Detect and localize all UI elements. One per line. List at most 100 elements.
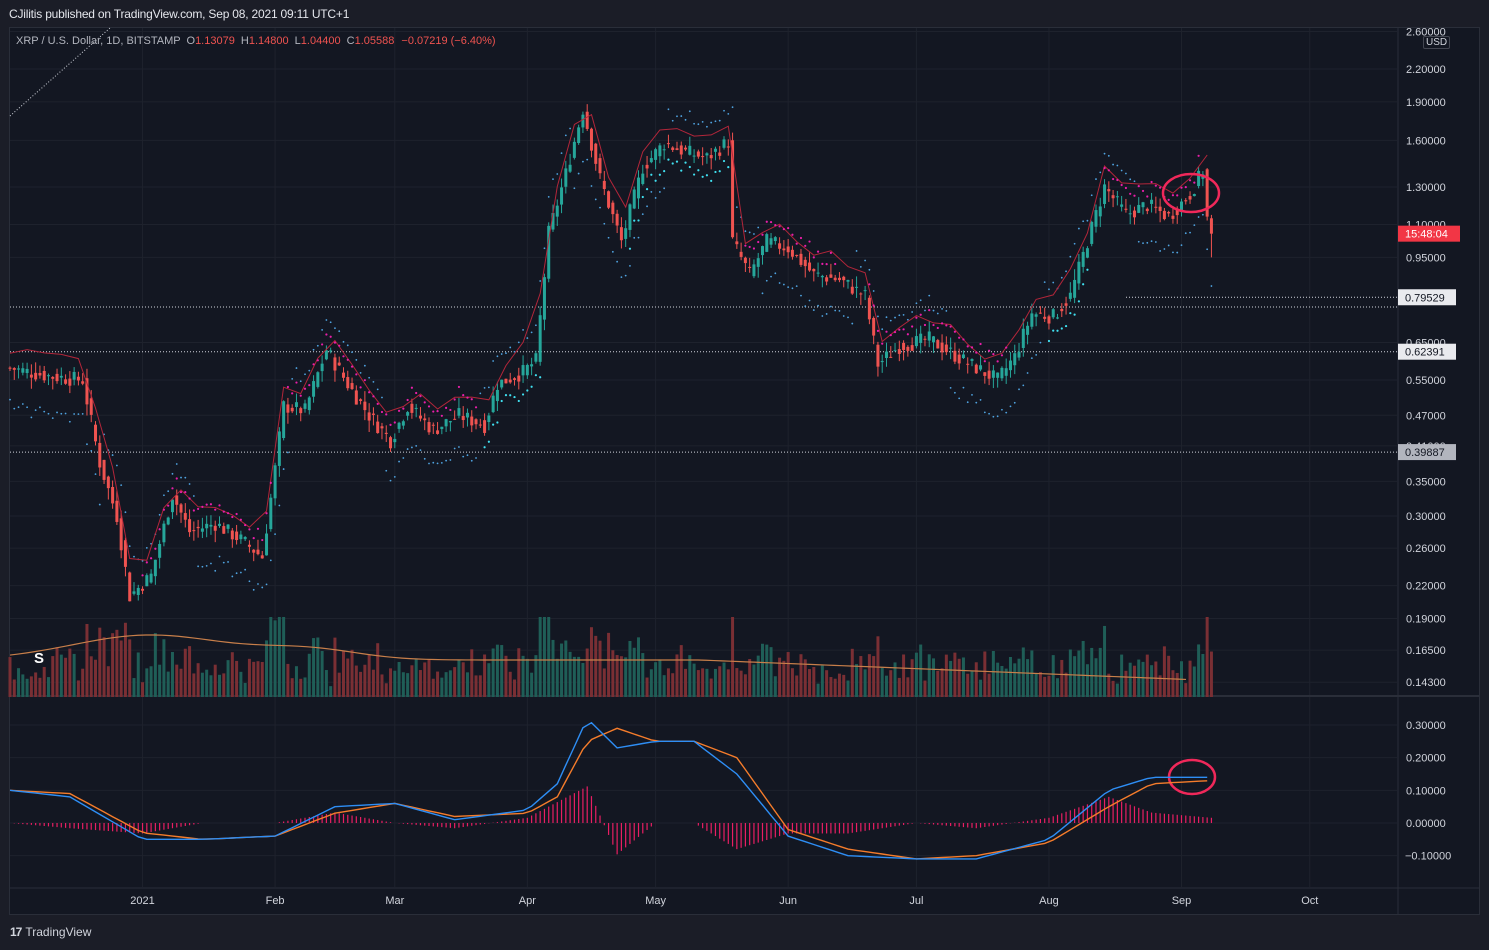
volume-bar	[602, 668, 606, 697]
supertrend-marker	[1193, 181, 1196, 184]
volume-bar	[247, 658, 251, 697]
psar-dot	[39, 406, 41, 409]
candle-body	[688, 145, 692, 155]
volume-bar	[115, 629, 119, 697]
psar-dot	[654, 197, 657, 199]
psar-dot	[718, 119, 721, 122]
volume-bar	[299, 678, 303, 697]
psar-dot	[453, 447, 456, 450]
psar-dot	[582, 160, 584, 163]
volume-bar	[457, 659, 461, 697]
supertrend-marker	[449, 408, 452, 412]
volume-bar	[765, 644, 769, 697]
candle-body	[371, 413, 375, 415]
supertrend-marker	[1082, 283, 1085, 286]
candle-body	[577, 127, 581, 144]
candle-body	[589, 128, 593, 151]
candle-body	[782, 248, 786, 251]
volume-bar	[786, 652, 790, 697]
psar-dot	[667, 108, 670, 111]
price-tick-label: 0.35000	[1406, 476, 1446, 488]
psar-dot	[513, 350, 516, 353]
supertrend-marker	[718, 170, 721, 173]
candle-body	[363, 401, 367, 411]
psar-dot	[1018, 388, 1020, 391]
psar-dot	[1035, 354, 1038, 356]
supertrend-marker	[419, 395, 422, 398]
candle-body	[440, 426, 444, 430]
supertrend-marker	[1107, 169, 1110, 172]
candle-body	[944, 344, 948, 353]
time-tick-label: Oct	[1301, 895, 1318, 907]
supertrend-marker	[244, 523, 247, 527]
candle-body	[880, 360, 884, 363]
psar-dot	[133, 555, 135, 558]
psar-dot	[992, 415, 995, 418]
supertrend-marker	[496, 421, 499, 424]
supertrend-marker	[1056, 329, 1059, 332]
volume-bar	[547, 617, 551, 697]
currency-badge[interactable]: USD	[1423, 36, 1451, 49]
volume-bar	[1124, 670, 1128, 697]
psar-dot	[346, 344, 349, 347]
candle-body	[453, 418, 457, 420]
candle-body	[530, 364, 534, 367]
psar-dot	[723, 109, 725, 112]
volume-bar	[1141, 661, 1145, 697]
volume-bar	[72, 653, 76, 697]
supertrend-marker	[928, 309, 931, 312]
psar-dot	[872, 290, 875, 292]
psar-dot	[411, 446, 413, 449]
volume-bar	[64, 657, 68, 697]
psar-dot	[573, 187, 576, 190]
psar-dot	[68, 420, 71, 423]
psar-dot	[1201, 213, 1204, 216]
candle-body	[790, 249, 794, 257]
supertrend-marker	[179, 490, 183, 494]
volume-bar	[585, 648, 589, 697]
volume-bar	[735, 668, 739, 697]
psar-dot	[629, 264, 631, 267]
candle-body	[902, 342, 906, 350]
tradingview-logo[interactable]: 17 TradingView	[10, 925, 91, 939]
psar-dot	[543, 247, 546, 250]
psar-dot	[569, 127, 571, 130]
supertrend-marker	[214, 508, 217, 511]
psar-dot	[949, 386, 952, 389]
candle-body	[354, 390, 358, 405]
volume-bar	[872, 656, 876, 697]
candle-body	[423, 418, 427, 421]
supertrend-marker	[466, 396, 469, 399]
psar-dot	[530, 331, 533, 334]
supertrend-marker	[445, 406, 448, 409]
supertrend-marker	[269, 481, 272, 485]
candle-body	[337, 362, 341, 366]
supertrend-marker	[299, 394, 302, 397]
candle-body	[94, 424, 98, 442]
volume-bar	[739, 670, 743, 697]
volume-bar	[615, 655, 619, 697]
supertrend-marker	[359, 386, 362, 389]
candle-body	[701, 156, 705, 158]
volume-bar	[530, 672, 534, 697]
supertrend-marker	[329, 335, 332, 338]
chart-area[interactable]	[9, 27, 1480, 915]
candle-body	[611, 202, 615, 215]
volume-bar	[970, 670, 974, 697]
candle-body	[1043, 316, 1047, 319]
supertrend-marker	[410, 386, 414, 389]
volume-bar	[81, 668, 85, 697]
psar-dot	[1030, 357, 1033, 360]
volume-bar	[1171, 670, 1175, 697]
volume-bar	[175, 664, 179, 697]
candle-body	[367, 412, 371, 421]
trend-line	[9, 27, 111, 117]
psar-dot	[291, 377, 294, 380]
volume-bar	[1154, 661, 1158, 697]
candle-body	[1205, 169, 1209, 217]
supertrend-marker	[504, 393, 508, 397]
volume-bar	[709, 678, 713, 697]
candle-body	[705, 153, 709, 156]
supertrend-marker	[197, 507, 200, 511]
